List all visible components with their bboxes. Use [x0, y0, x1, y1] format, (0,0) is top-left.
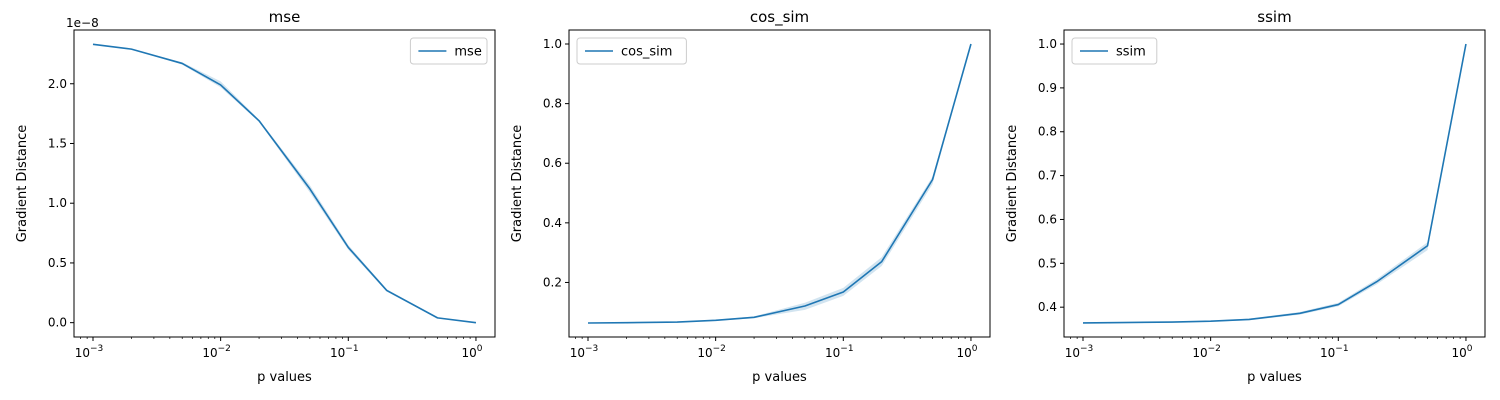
x-tick-exponent: −2 [218, 344, 231, 354]
x-tick-base: 10 [461, 346, 476, 360]
y-axis-label: Gradient Distance [510, 125, 525, 243]
chart-title: cos_sim [750, 8, 809, 27]
y-tick-label: 1.0 [1038, 37, 1057, 51]
y-tick-label: 0.0 [48, 316, 67, 330]
x-tick-exponent: −1 [1335, 344, 1348, 354]
series-line-cos_sim [587, 43, 972, 324]
y-tick-label: 0.8 [1038, 125, 1057, 139]
y-tick-label: 0.7 [1038, 169, 1057, 183]
y-axis-label: Gradient Distance [1005, 125, 1020, 243]
x-tick-base: 10 [1192, 346, 1207, 360]
y-offset-text: 1e−8 [66, 16, 99, 30]
y-tick-label: 0.9 [1038, 81, 1057, 95]
x-tick-exponent: −3 [90, 344, 103, 354]
x-tick-base: 10 [697, 346, 712, 360]
x-tick-base: 10 [570, 346, 585, 360]
legend-label: mse [454, 45, 481, 60]
x-tick-base: 10 [1451, 346, 1466, 360]
x-tick-exponent: −3 [1080, 344, 1093, 354]
x-tick-base: 10 [202, 346, 217, 360]
legend-label: cos_sim [621, 45, 672, 60]
legend-label: ssim [1116, 45, 1146, 60]
axes-frame [568, 29, 991, 338]
y-tick-label: 0.6 [543, 156, 562, 170]
x-axis-label: p values [752, 370, 807, 385]
x-axis-label: p values [1247, 370, 1302, 385]
x-tick-label: 100 [461, 344, 482, 360]
y-tick-label: 2.0 [48, 77, 67, 91]
x-tick-exponent: 0 [972, 344, 978, 354]
legend-box [409, 37, 488, 65]
y-tick-label: 1.5 [48, 136, 67, 150]
y-tick-label: 1.0 [543, 37, 562, 51]
x-tick-exponent: 0 [1467, 344, 1473, 354]
y-tick-label: 0.5 [1038, 256, 1057, 270]
x-tick-label: 10−3 [570, 344, 599, 360]
y-tick-label: 0.8 [543, 97, 562, 111]
x-tick-label: 100 [956, 344, 977, 360]
x-tick-exponent: −1 [345, 344, 358, 354]
plot-area [569, 30, 990, 337]
x-tick-label: 100 [1451, 344, 1472, 360]
y-tick-label: 1.0 [48, 196, 67, 210]
series-line-mse [92, 43, 477, 324]
x-tick-base: 10 [956, 346, 971, 360]
plot-area [1064, 30, 1485, 337]
y-tick-label: 0.4 [543, 216, 562, 230]
chart-title: mse [269, 8, 301, 26]
y-tick-label: 0.6 [1038, 212, 1057, 226]
y-tick-label: 0.4 [1038, 300, 1057, 314]
x-axis-label: p values [257, 370, 312, 385]
x-tick-label: 10−3 [1065, 344, 1094, 360]
x-tick-exponent: −2 [713, 344, 726, 354]
x-tick-base: 10 [825, 346, 840, 360]
x-tick-label: 10−2 [1192, 344, 1221, 360]
y-tick-label: 0.5 [48, 256, 67, 270]
x-tick-base: 10 [1320, 346, 1335, 360]
legend: mse [409, 37, 488, 65]
legend: ssim [1071, 37, 1158, 65]
x-tick-label: 10−3 [75, 344, 104, 360]
chart-title: ssim [1257, 8, 1291, 26]
x-tick-exponent: 0 [477, 344, 483, 354]
legend-box [1071, 37, 1158, 65]
y-axis-label: Gradient Distance [15, 125, 30, 243]
x-tick-label: 10−2 [697, 344, 726, 360]
x-tick-label: 10−2 [202, 344, 231, 360]
x-tick-label: 10−1 [330, 344, 359, 360]
x-tick-exponent: −1 [840, 344, 853, 354]
x-tick-exponent: −3 [585, 344, 598, 354]
axes-frame [73, 29, 496, 338]
legend: cos_sim [576, 37, 687, 65]
series-line-ssim [1082, 43, 1467, 324]
legend-box [576, 37, 687, 65]
x-tick-base: 10 [75, 346, 90, 360]
x-tick-base: 10 [330, 346, 345, 360]
x-tick-base: 10 [1065, 346, 1080, 360]
plot-area [74, 30, 495, 337]
axes-frame [1063, 29, 1486, 338]
x-tick-exponent: −2 [1208, 344, 1221, 354]
x-tick-label: 10−1 [825, 344, 854, 360]
x-tick-label: 10−1 [1320, 344, 1349, 360]
y-tick-label: 0.2 [543, 275, 562, 289]
